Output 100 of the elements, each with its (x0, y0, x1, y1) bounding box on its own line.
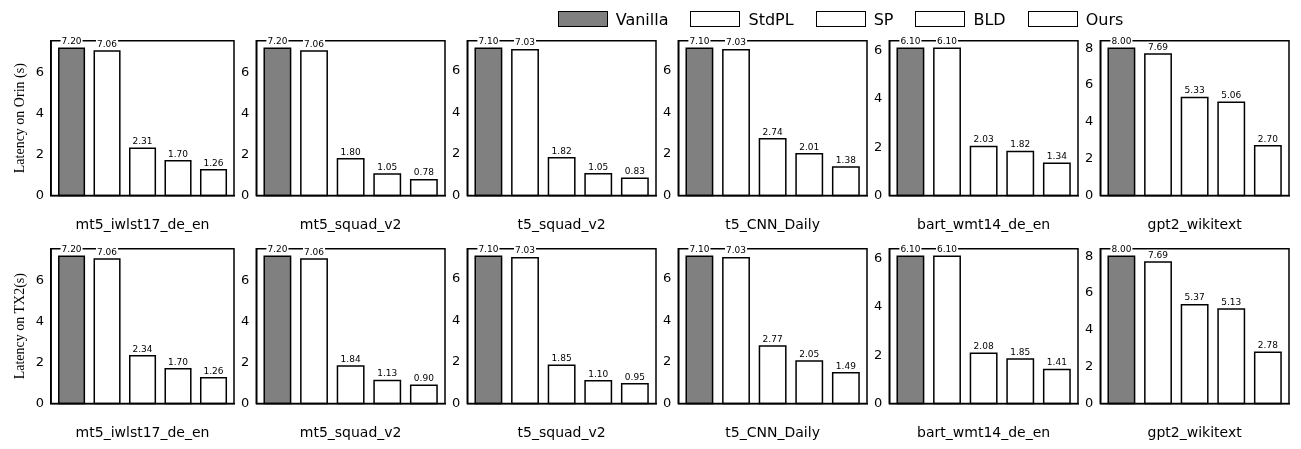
y-tick-label: 6 (662, 62, 672, 78)
y-tick-label: 6 (451, 62, 461, 78)
data-label: 5.37 (1184, 292, 1205, 303)
y-tick-label: 2 (873, 138, 883, 154)
data-label: 1.82 (551, 145, 572, 156)
data-label: 7.20 (267, 244, 288, 255)
data-label: 1.13 (377, 368, 398, 379)
legend-label: Vanilla (615, 9, 669, 29)
y-tick-label: 4 (1084, 321, 1094, 337)
data-label: 7.69 (1148, 41, 1169, 52)
data-label: 1.10 (588, 368, 609, 379)
data-label: 1.05 (377, 161, 398, 172)
data-label: 1.34 (1046, 151, 1068, 162)
y-tick-label: 0 (873, 186, 883, 202)
data-label: 1.41 (1046, 357, 1067, 368)
y-tick-label: 0 (873, 394, 883, 410)
data-label: 7.10 (478, 36, 499, 47)
y-tick-label: 0 (451, 394, 461, 410)
data-label: 2.34 (132, 343, 153, 354)
y-tick-label: 2 (451, 353, 461, 369)
data-label: 0.95 (624, 371, 645, 382)
y-tick-label: 4 (873, 90, 883, 106)
y-tick-label: 2 (451, 145, 461, 161)
y-tick-label: 8 (1084, 39, 1094, 55)
data-label: 7.06 (97, 246, 118, 257)
data-label: 5.06 (1221, 90, 1242, 101)
x-axis-title: t5_squad_v2 (517, 216, 606, 233)
data-label: 2.70 (1257, 133, 1279, 144)
y-tick-label: 2 (662, 353, 672, 369)
text: StdPL (748, 9, 794, 29)
y-tick-label: 0 (35, 186, 45, 202)
y-tick-label: 6 (1084, 76, 1094, 92)
data-label: 7.03 (726, 37, 747, 48)
x-axis-title: t5_CNN_Daily (725, 424, 820, 441)
x-axis-title: gpt2_wikitext (1147, 216, 1243, 233)
y-tick-label: 2 (662, 145, 672, 161)
y-tick-label: 2 (240, 146, 250, 162)
y-tick-label: 6 (451, 270, 461, 286)
data-label: 7.10 (689, 36, 710, 47)
data-label: 7.20 (267, 36, 288, 47)
data-label: 2.78 (1257, 340, 1279, 351)
y-tick-label: 2 (873, 346, 883, 362)
data-label: 2.03 (973, 134, 994, 145)
x-axis-title: mt5_squad_v2 (299, 216, 402, 233)
x-axis-title: t5_squad_v2 (517, 424, 606, 441)
y-tick-label: 6 (873, 249, 883, 265)
y-tick-label: 2 (35, 146, 45, 162)
data-label: 7.69 (1148, 249, 1169, 260)
y-axis-title: Latency on TX2(s) (12, 272, 29, 380)
data-label: 6.10 (937, 36, 958, 47)
y-tick-label: 0 (662, 186, 672, 202)
y-tick-label: 6 (35, 64, 45, 80)
data-label: 2.31 (132, 136, 153, 147)
y-axis-title: Latency on Orin (s) (12, 62, 29, 174)
y-tick-label: 4 (35, 105, 45, 121)
y-tick-label: 6 (240, 272, 250, 288)
data-label: 7.20 (61, 244, 82, 255)
data-label: 7.06 (304, 246, 325, 257)
y-tick-label: 0 (1084, 394, 1094, 410)
y-tick-label: 8 (1084, 247, 1094, 263)
data-label: 8.00 (1111, 36, 1132, 47)
data-label: 1.80 (340, 146, 361, 157)
y-tick-label: 2 (35, 354, 45, 370)
data-label: 0.90 (413, 373, 435, 384)
data-label: 7.03 (515, 37, 536, 48)
data-label: 7.20 (61, 36, 82, 47)
y-tick-label: 4 (451, 103, 461, 119)
data-label: 1.49 (835, 360, 857, 371)
x-axis-title: mt5_iwlst17_de_en (75, 216, 210, 233)
data-label: 7.10 (689, 244, 710, 255)
x-axis-title: mt5_iwlst17_de_en (75, 424, 210, 441)
data-label: 2.01 (799, 141, 820, 152)
data-label: 2.74 (762, 126, 783, 137)
y-tick-label: 4 (662, 311, 672, 327)
y-tick-label: 0 (451, 186, 461, 202)
data-label: 5.13 (1221, 296, 1242, 307)
text: BLD (973, 9, 1006, 29)
y-tick-label: 4 (1084, 113, 1094, 129)
y-tick-label: 6 (35, 272, 45, 288)
data-label: 1.26 (203, 365, 224, 376)
x-axis-title: mt5_squad_v2 (299, 424, 402, 441)
y-tick-label: 0 (240, 394, 250, 410)
y-tick-label: 0 (1084, 186, 1094, 202)
data-label: 7.06 (304, 38, 325, 49)
data-label: 8.00 (1111, 244, 1132, 255)
y-tick-label: 4 (451, 311, 461, 327)
data-label: 1.05 (588, 161, 609, 172)
data-label: 1.70 (168, 148, 189, 159)
data-label: 7.03 (515, 245, 536, 256)
y-tick-label: 4 (873, 298, 883, 314)
y-tick-label: 4 (35, 313, 45, 329)
data-label: 2.05 (799, 348, 820, 359)
data-label: 0.83 (624, 166, 645, 177)
y-tick-label: 4 (662, 103, 672, 119)
data-label: 1.84 (340, 353, 361, 364)
y-tick-label: 2 (1084, 358, 1094, 374)
data-label: 1.85 (1010, 346, 1031, 357)
data-label: 1.70 (168, 356, 189, 367)
data-label: 7.10 (478, 244, 499, 255)
data-label: 1.38 (835, 154, 857, 165)
